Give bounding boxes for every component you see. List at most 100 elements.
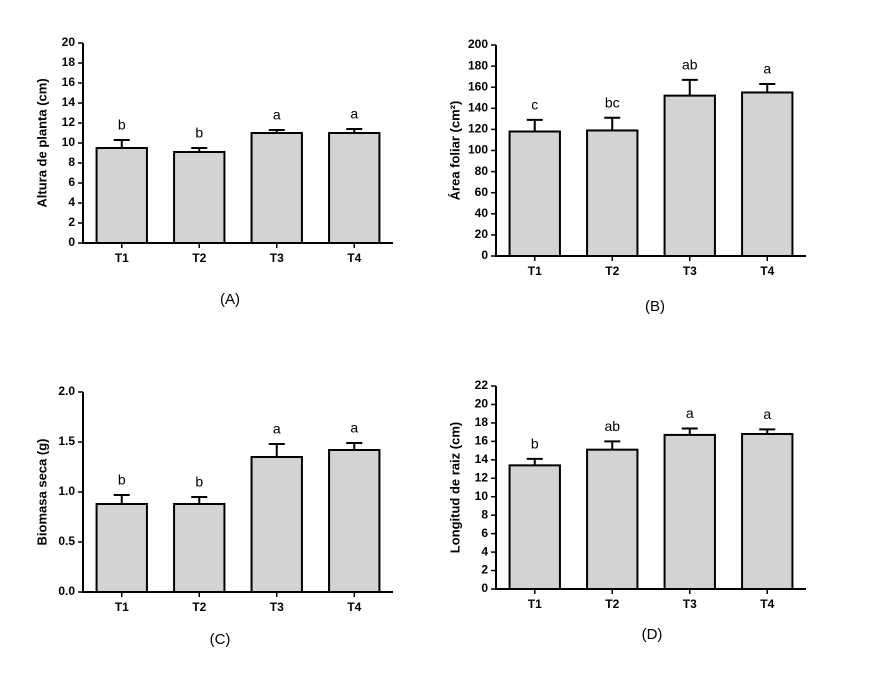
error-bar xyxy=(526,457,543,466)
bar xyxy=(586,448,639,590)
y-tick-label: 18 xyxy=(475,415,489,429)
y-tick-label: 0 xyxy=(68,235,75,249)
axes xyxy=(82,392,393,593)
bar xyxy=(586,129,639,257)
significance-letter: a xyxy=(273,107,281,123)
error-bar xyxy=(113,494,130,504)
x-tick-label: T4 xyxy=(760,597,774,611)
y-tick-label: 60 xyxy=(475,185,489,199)
bar xyxy=(508,130,561,257)
significance-letter: ab xyxy=(604,418,620,434)
error-bar xyxy=(604,116,621,131)
panel-caption: (B) xyxy=(645,298,665,315)
significance-letter: bc xyxy=(605,94,620,110)
significance-letter: a xyxy=(350,420,358,436)
error-bar xyxy=(191,496,208,504)
y-tick-label: 10 xyxy=(62,135,76,149)
panel-caption: (C) xyxy=(210,631,231,648)
significance-letter: b xyxy=(118,472,126,488)
significance-letter: a xyxy=(273,421,281,437)
y-tick-label: 80 xyxy=(475,164,489,178)
error-bar xyxy=(526,118,543,132)
y-tick-label: 200 xyxy=(468,37,488,51)
y-tick-label: 120 xyxy=(468,122,488,136)
y-tick-label: 12 xyxy=(475,470,489,484)
y-tick-label: 14 xyxy=(62,95,76,109)
y-tick-label: 16 xyxy=(475,434,489,448)
bar xyxy=(663,94,716,257)
axes xyxy=(495,386,806,590)
y-tick-label: 140 xyxy=(468,100,488,114)
y-tick-label: 20 xyxy=(475,227,489,241)
axes xyxy=(495,45,806,257)
y-axis-label: Biomasa seca (g) xyxy=(34,439,49,546)
bar xyxy=(741,91,794,257)
significance-letter: ab xyxy=(682,57,698,73)
significance-letter: b xyxy=(195,474,203,490)
significance-letter: a xyxy=(763,406,771,422)
y-tick-label: 6 xyxy=(481,526,488,540)
axes xyxy=(82,43,393,244)
y-tick-label: 16 xyxy=(62,75,76,89)
y-tick-label: 8 xyxy=(481,507,488,521)
x-tick-label: T4 xyxy=(347,600,361,614)
x-tick-label: T1 xyxy=(528,597,542,611)
x-tick-label: T2 xyxy=(605,597,619,611)
error-bar xyxy=(604,440,621,450)
x-tick-label: T3 xyxy=(270,251,284,265)
y-tick-label: 100 xyxy=(468,143,488,157)
bar xyxy=(663,433,716,590)
significance-letter: b xyxy=(531,436,539,452)
x-tick-label: T2 xyxy=(192,600,206,614)
panel-caption: (A) xyxy=(220,291,240,308)
panel-caption: (D) xyxy=(642,626,663,643)
error-bar xyxy=(759,83,776,93)
y-tick-label: 0.5 xyxy=(58,534,75,548)
x-tick-label: T3 xyxy=(683,264,697,278)
y-tick-label: 1.5 xyxy=(58,434,75,448)
significance-letter: c xyxy=(531,97,538,113)
y-axis-label: Área foliar (cm²) xyxy=(447,101,462,201)
x-tick-label: T4 xyxy=(347,251,361,265)
y-tick-label: 22 xyxy=(475,378,489,392)
y-tick-label: 2 xyxy=(68,215,75,229)
x-tick-label: T1 xyxy=(115,600,129,614)
y-axis-label: Altura de planta (cm) xyxy=(34,78,49,207)
x-tick-label: T3 xyxy=(270,600,284,614)
y-tick-label: 0.0 xyxy=(58,584,75,598)
significance-letter: a xyxy=(686,405,694,421)
bar xyxy=(328,449,381,593)
significance-letter: a xyxy=(350,106,358,122)
error-bar xyxy=(346,442,363,450)
x-tick-label: T3 xyxy=(683,597,697,611)
y-tick-label: 20 xyxy=(475,397,489,411)
significance-letter: b xyxy=(118,117,126,133)
y-tick-label: 160 xyxy=(468,79,488,93)
y-tick-label: 20 xyxy=(62,35,76,49)
bar xyxy=(95,503,148,593)
y-tick-label: 18 xyxy=(62,55,76,69)
y-tick-label: 4 xyxy=(481,544,488,558)
x-tick-label: T2 xyxy=(192,251,206,265)
y-tick-label: 180 xyxy=(468,58,488,72)
error-bar xyxy=(681,427,698,435)
y-tick-label: 14 xyxy=(475,452,489,466)
bar xyxy=(173,151,226,244)
y-tick-label: 2.0 xyxy=(58,384,75,398)
bar xyxy=(741,432,794,590)
y-tick-label: 40 xyxy=(475,206,489,220)
y-tick-label: 0 xyxy=(481,248,488,262)
bar xyxy=(250,132,303,244)
bar xyxy=(250,456,303,593)
x-tick-label: T2 xyxy=(605,264,619,278)
y-tick-label: 4 xyxy=(68,195,75,209)
bar xyxy=(95,147,148,244)
y-tick-label: 10 xyxy=(475,489,489,503)
error-bar xyxy=(268,443,285,457)
error-bar xyxy=(113,139,130,148)
y-tick-label: 0 xyxy=(481,581,488,595)
y-tick-label: 12 xyxy=(62,115,76,129)
y-tick-label: 6 xyxy=(68,175,75,189)
bar xyxy=(173,503,226,593)
y-tick-label: 2 xyxy=(481,563,488,577)
